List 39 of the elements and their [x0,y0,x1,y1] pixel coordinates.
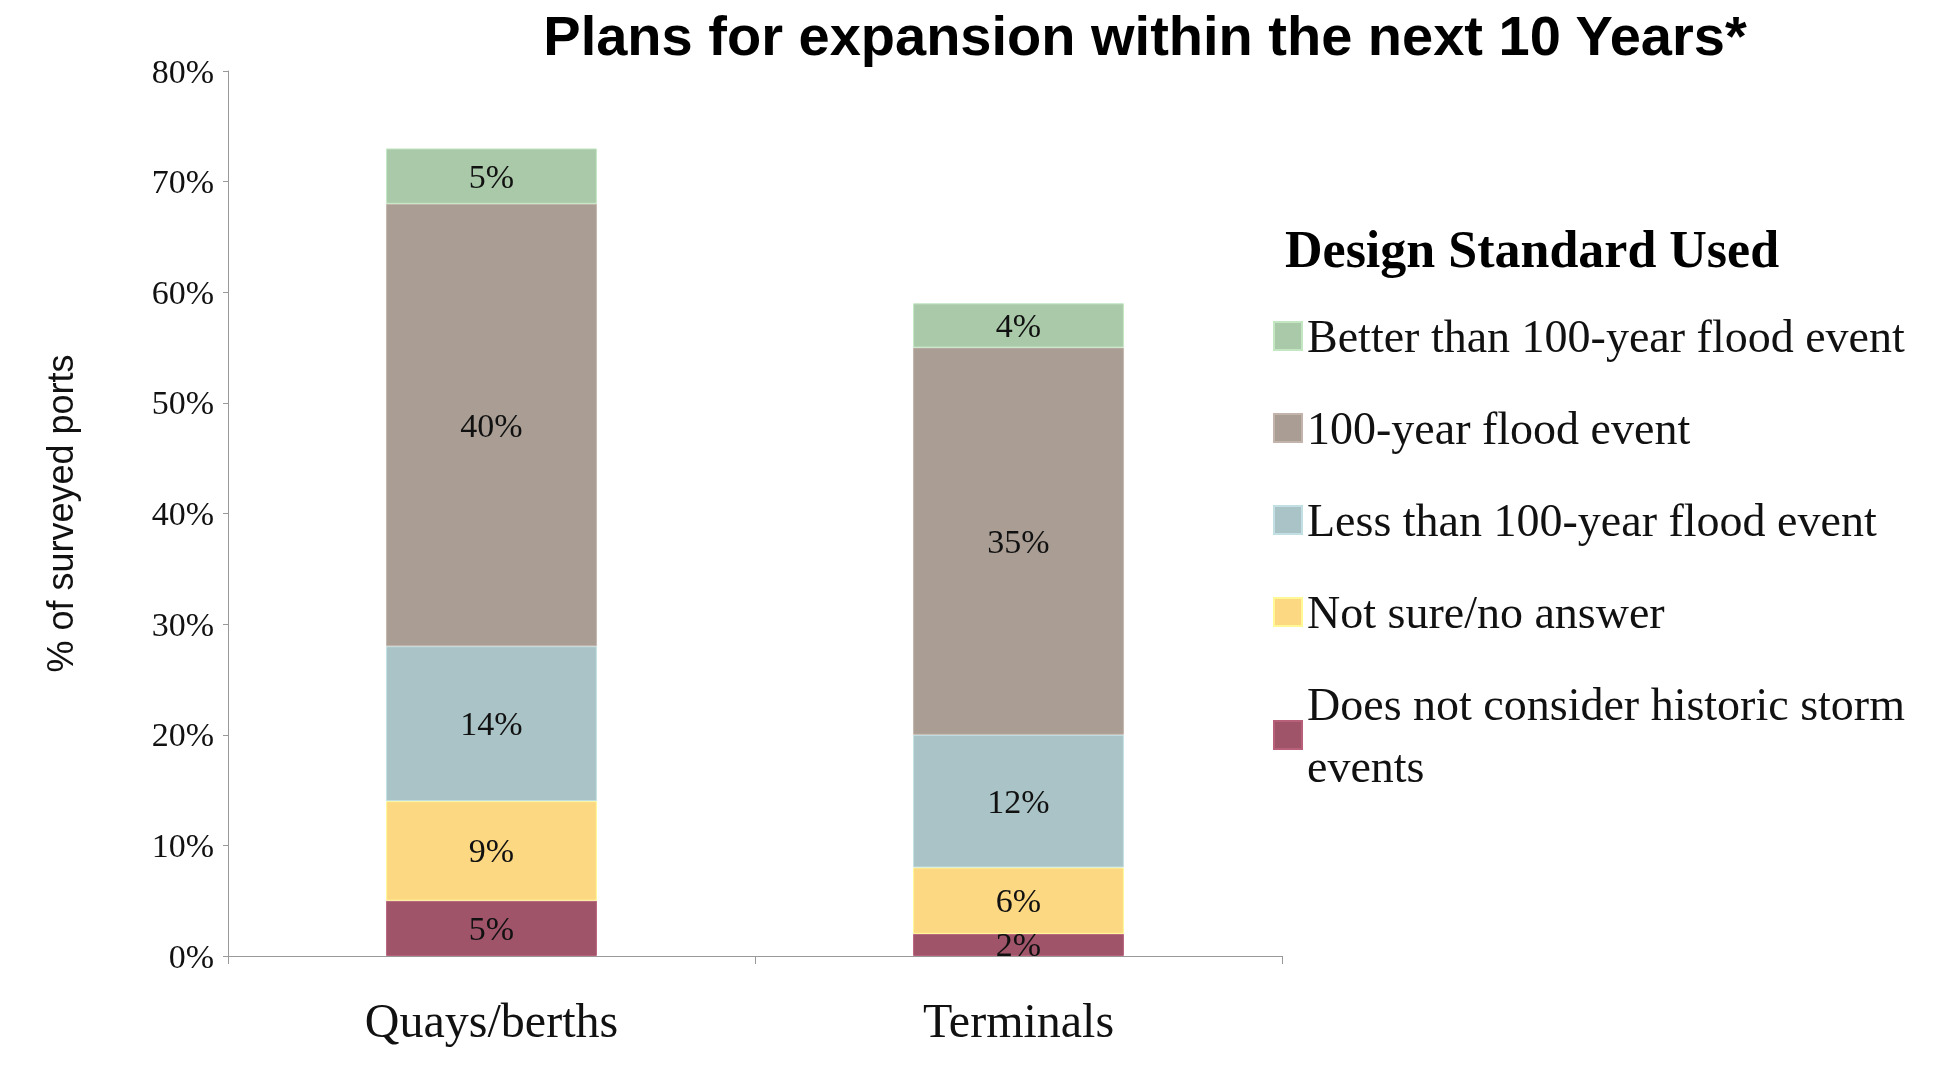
x-tick-label: Quays/berths [364,993,619,1047]
y-tick-label: 80% [151,52,214,90]
y-tick-label: 20% [151,716,214,754]
x-tick-label: Terminals [922,993,1115,1047]
y-tick-label: 70% [151,163,214,201]
data-label: 12% [987,782,1050,820]
legend-label: Not sure/no answer [1307,586,1665,638]
chart-title: Plans for expansion within the next 10 Years* [543,3,1747,67]
data-label: 5% [468,157,515,195]
legend-label: Better than 100-year flood event [1307,310,1905,362]
bar [913,933,1124,956]
data-label: 6% [995,882,1042,920]
data-label: 40% [460,406,523,444]
data-label: 4% [995,306,1042,344]
y-tick-label: 10% [151,826,214,864]
y-tick-label: 40% [151,495,214,532]
legend-label: Less than 100-year flood event [1307,494,1877,546]
legend-label: 100-year flood event [1307,402,1691,454]
legend-title: Design Standard Used [1285,220,1780,278]
bar [386,646,597,802]
bar [913,734,1124,868]
bar [386,801,597,901]
y-axis-title: % of surveyed ports [39,354,81,673]
bar [386,203,597,647]
bar [386,900,597,956]
data-label: 9% [468,832,515,870]
legend-label: Does not consider historic storm events [1307,678,1917,792]
data-label: 2% [995,926,1042,964]
y-tick-label: 50% [151,384,214,422]
data-label: 35% [987,522,1050,560]
bar [913,867,1124,934]
y-tick-label: 60% [151,273,214,311]
data-label: 14% [460,705,523,743]
y-tick-label: 0% [168,937,214,975]
bar [386,148,597,204]
y-tick-label: 30% [151,605,214,643]
data-label: 5% [468,909,515,947]
bar [913,347,1124,735]
bar [913,303,1124,348]
